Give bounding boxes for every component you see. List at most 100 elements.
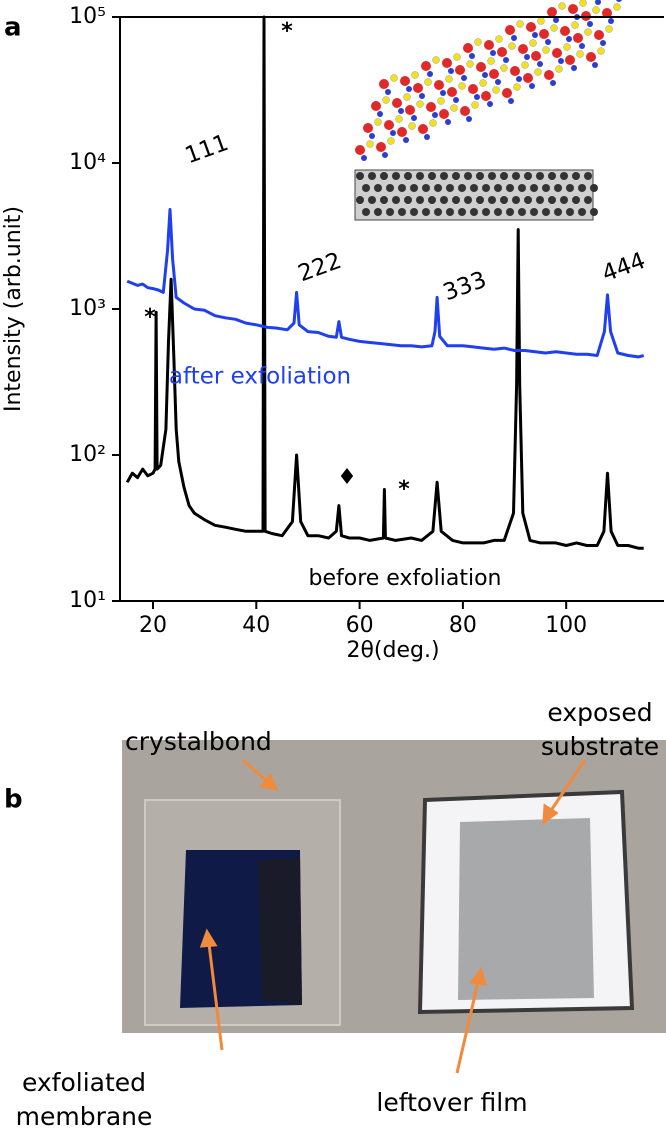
atom [398,184,406,192]
atom [379,79,389,89]
photo-callout: substrate [541,732,659,761]
x-tick-label: 20 [139,613,167,638]
atom [362,184,370,192]
atom [536,172,544,180]
atom [529,83,535,89]
atom [558,2,566,10]
atom [450,104,458,112]
atom [510,66,520,76]
atom [429,119,437,127]
atom [560,196,568,204]
atom [406,86,412,92]
atom [523,73,533,83]
atom [398,208,406,216]
atom [458,208,466,216]
atom [571,65,577,71]
arrow [548,759,587,813]
atom [447,87,457,97]
atom [500,172,508,180]
atom [386,184,394,192]
atom [497,47,507,57]
atom [442,58,452,68]
atom [560,172,568,180]
atom [356,196,364,204]
arrowhead [542,803,559,826]
atom [578,184,586,192]
atom [464,196,472,204]
atom [566,208,574,216]
atom [361,155,367,161]
spectrum-line [126,208,645,359]
atom [432,112,438,118]
atom [408,122,416,130]
atom [488,196,496,204]
atom [532,32,538,38]
atom [482,208,490,216]
atom [484,40,494,50]
atom [554,184,562,192]
atom [416,196,424,204]
atom [424,134,430,140]
panel-label: a [4,13,22,43]
atom [518,44,528,54]
atom [530,208,538,216]
atom [526,22,536,32]
y-axis-label: Intensity (arb.unit) [1,206,26,412]
atom [595,0,601,5]
y-tick-label: 10¹ [69,588,106,613]
atom [489,69,499,79]
atom [482,184,490,192]
atom [506,184,514,192]
atom [542,46,550,54]
atom [386,208,394,216]
atom [608,18,614,24]
photo-callout: leftover film [376,1088,527,1117]
atom [455,65,465,75]
atom [458,82,466,90]
atom [565,55,575,65]
atom [403,137,409,143]
photo-callout: exfoliated [22,1068,146,1097]
atom [553,17,559,23]
atom [366,140,374,148]
atom [554,208,562,216]
atom [395,115,403,123]
atom [410,184,418,192]
photo [122,740,666,1033]
atom [469,53,475,59]
atom [572,172,580,180]
atom [434,184,442,192]
atom [445,119,451,125]
atom [521,61,529,69]
atom [500,196,508,204]
x-tick-label: 60 [346,613,374,638]
atom [453,53,461,61]
y-tick-label: 10² [69,442,106,467]
atom [426,102,436,112]
atom [590,208,598,216]
atom [468,84,478,94]
atom [584,172,592,180]
atom [584,28,592,36]
atom [404,196,412,204]
atom [579,0,587,7]
atom [404,172,412,180]
atom [508,42,516,50]
membrane-shade [258,858,302,1005]
atom [368,172,376,180]
x-tick-label: 80 [449,613,477,638]
atom [392,196,400,204]
atom [592,62,598,68]
atom [512,172,520,180]
atom [385,89,391,95]
atom [387,137,395,145]
atom [511,35,517,41]
panel-label: b [4,785,23,815]
peak-annotation: 444 [599,248,649,287]
atom [536,196,544,204]
atom [572,196,580,204]
atom [579,43,585,49]
atom [427,71,433,77]
atom [355,145,365,155]
atom [518,184,526,192]
